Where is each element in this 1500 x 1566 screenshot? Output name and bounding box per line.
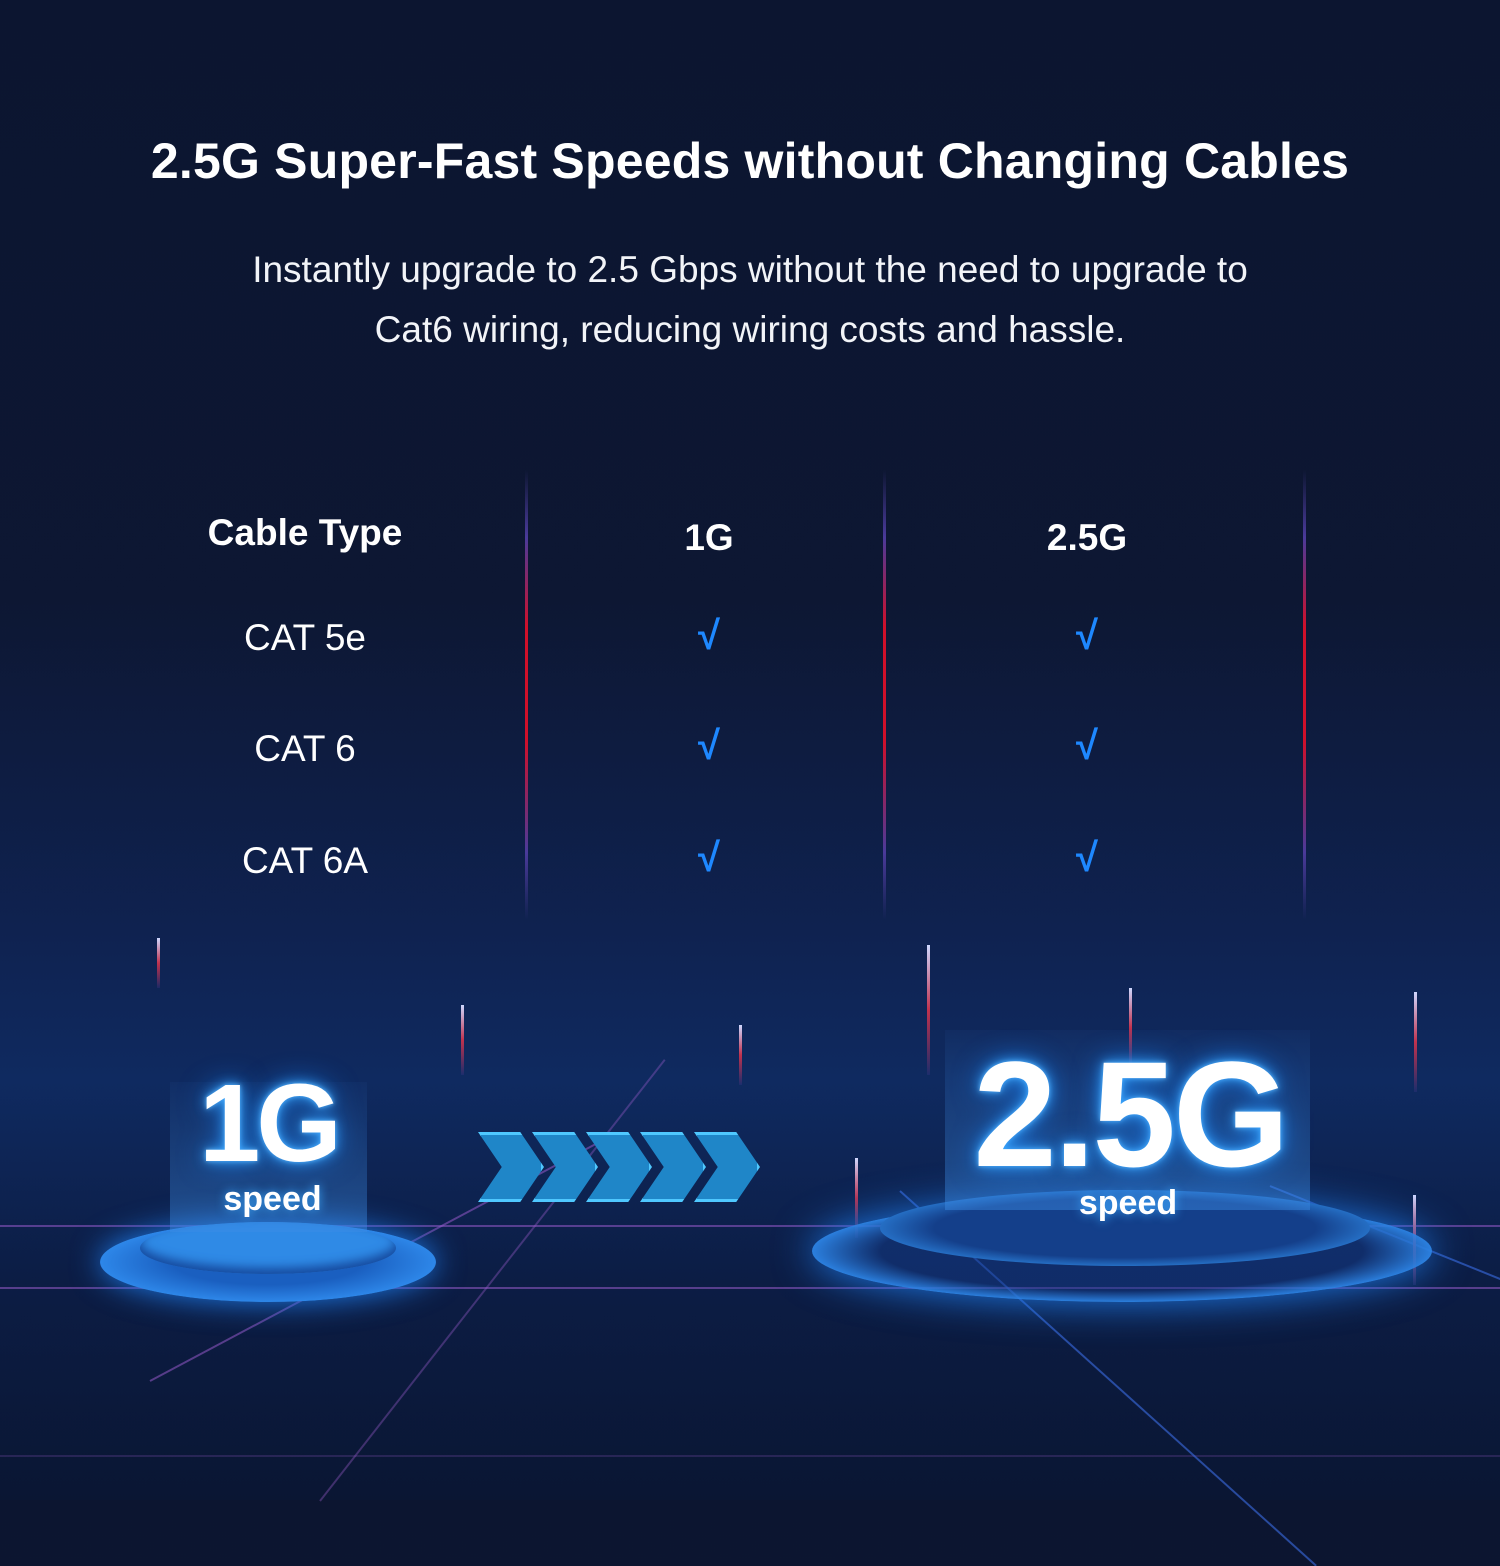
platform-disc bbox=[140, 1222, 396, 1274]
page-subtitle: Instantly upgrade to 2.5 Gbps without th… bbox=[0, 240, 1500, 360]
platform-beam bbox=[945, 1030, 1310, 1210]
header-2-5g: 2.5G bbox=[1046, 517, 1128, 558]
check-icon: √ bbox=[698, 724, 720, 768]
column-divider bbox=[1303, 470, 1306, 920]
check-icon: √ bbox=[1076, 836, 1098, 880]
subtitle-line-2: Cat6 wiring, reducing wiring costs and h… bbox=[374, 309, 1126, 350]
light-streak bbox=[461, 1005, 464, 1075]
row-label-cat6a: CAT 6A bbox=[241, 840, 369, 881]
speed-label: speed bbox=[1078, 1184, 1178, 1222]
check-icon: √ bbox=[1076, 724, 1098, 768]
light-streak bbox=[739, 1025, 742, 1085]
check-icon: √ bbox=[1076, 614, 1098, 658]
speed-value-1g: 1G bbox=[199, 1062, 342, 1185]
chevron-icon bbox=[478, 1132, 544, 1202]
page-title: 2.5G Super-Fast Speeds without Changing … bbox=[150, 133, 1350, 189]
speed-value-2-5g: 2.5G bbox=[973, 1030, 1289, 1198]
subtitle-line-1: Instantly upgrade to 2.5 Gbps without th… bbox=[252, 249, 1248, 290]
column-divider bbox=[883, 470, 886, 920]
light-streak bbox=[855, 1158, 858, 1238]
platform-disc bbox=[880, 1190, 1370, 1266]
chevron-arrows-icon bbox=[478, 1132, 760, 1202]
light-streak bbox=[927, 945, 930, 1075]
grid-line bbox=[0, 1287, 1500, 1289]
row-label-cat5e: CAT 5e bbox=[243, 617, 367, 658]
speed-label: speed bbox=[223, 1180, 322, 1218]
column-divider bbox=[525, 470, 528, 920]
light-streak bbox=[1129, 988, 1132, 1068]
check-icon: √ bbox=[698, 836, 720, 880]
grid-line bbox=[0, 1225, 1500, 1227]
platform-beam bbox=[170, 1082, 367, 1232]
header-1g: 1G bbox=[684, 517, 734, 558]
light-streak bbox=[157, 938, 160, 988]
header-cable-type: Cable Type bbox=[207, 512, 403, 553]
grid-line bbox=[0, 1455, 1500, 1457]
check-icon: √ bbox=[698, 614, 720, 658]
row-label-cat6: CAT 6 bbox=[254, 728, 356, 769]
light-streak bbox=[1414, 992, 1417, 1092]
